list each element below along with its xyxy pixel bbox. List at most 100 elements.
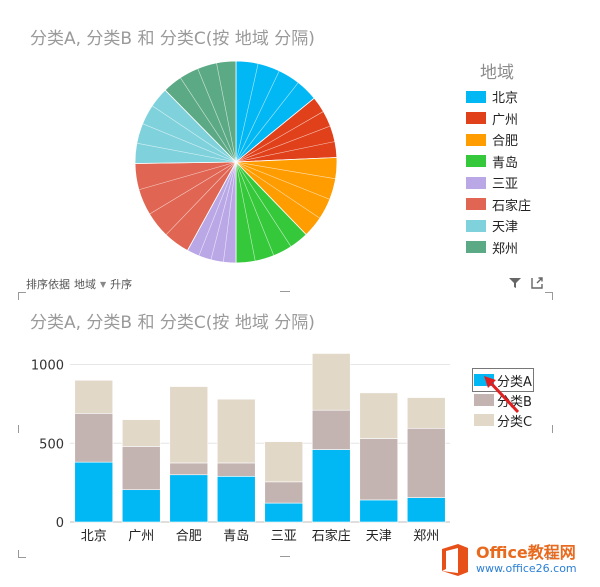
pie-legend-item-郑州[interactable]: 郑州 xyxy=(466,237,531,259)
x-tick-label: 石家庄 xyxy=(312,528,351,544)
legend-swatch xyxy=(466,198,486,211)
pie-subslice-line xyxy=(198,161,237,257)
focus-mode-icon[interactable] xyxy=(530,276,544,290)
pie-legend-item-三亚[interactable]: 三亚 xyxy=(466,172,531,194)
legend-swatch xyxy=(474,414,494,426)
frame-handle-top xyxy=(280,291,290,292)
bar-北京-分类C[interactable] xyxy=(74,379,114,414)
pie-legend-item-石家庄[interactable]: 石家庄 xyxy=(466,194,531,216)
bar-三亚-分类B[interactable] xyxy=(264,481,304,504)
pie-legend: 北京广州合肥青岛 三亚石家庄天津郑州 xyxy=(466,86,531,258)
legend-swatch xyxy=(466,176,486,189)
x-tick-label: 三亚 xyxy=(271,529,297,544)
pie-subslice-line xyxy=(235,161,336,180)
bar-郑州-分类C[interactable] xyxy=(406,397,446,429)
bar-合肥-分类B[interactable] xyxy=(169,462,209,476)
y-tick-label: 500 xyxy=(39,437,64,452)
bar-legend: 分类A 分类B 分类C xyxy=(471,368,535,430)
legend-label: 分类A xyxy=(497,374,532,390)
legend-swatch xyxy=(466,112,486,125)
pie-subslice-line xyxy=(136,142,237,163)
bar-北京-分类B[interactable] xyxy=(74,413,114,463)
pie-legend-item-北京[interactable]: 北京 xyxy=(466,86,531,108)
bar-广州-分类C[interactable] xyxy=(121,419,161,447)
sort-field[interactable]: 地域 xyxy=(74,278,96,291)
legend-label: 分类C xyxy=(497,414,533,430)
legend-label: 合肥 xyxy=(492,134,519,150)
bar-青岛-分类C[interactable] xyxy=(216,398,256,464)
pie-chart-title: 分类A, 分类B 和 分类C(按 地域 分隔) xyxy=(30,29,315,49)
legend-label: 郑州 xyxy=(492,241,519,257)
frame-corner-br xyxy=(545,550,553,558)
pie-legend-item-合肥[interactable]: 合肥 xyxy=(466,129,531,151)
legend-label: 北京 xyxy=(492,91,519,107)
frame-handle-left xyxy=(18,425,19,433)
bar-广州-分类A[interactable] xyxy=(121,489,161,523)
y-tick-label: 0 xyxy=(56,516,64,531)
bar-石家庄-分类B[interactable] xyxy=(311,409,351,450)
pie-legend-item-天津[interactable]: 天津 xyxy=(466,215,531,237)
bar-郑州-分类B[interactable] xyxy=(406,427,446,498)
bar-天津-分类A[interactable] xyxy=(359,499,399,523)
bar-郑州-分类A[interactable] xyxy=(406,497,446,523)
pie-subslice-line xyxy=(235,70,280,163)
legend-swatch xyxy=(466,219,486,232)
bar-石家庄-分类A[interactable] xyxy=(311,449,351,523)
bar-广州-分类B[interactable] xyxy=(121,446,161,491)
pie-subslice-line xyxy=(197,68,237,163)
legend-label: 天津 xyxy=(492,220,519,236)
pie-chart[interactable] xyxy=(0,0,600,290)
bar-石家庄-分类C[interactable] xyxy=(311,353,351,411)
filter-icon[interactable] xyxy=(508,276,522,290)
pie-subslice-line xyxy=(149,161,237,215)
pie-subslice-line xyxy=(235,63,259,163)
x-tick-label: 合肥 xyxy=(176,529,202,544)
frame-corner-tr xyxy=(545,292,553,300)
bar-合肥-分类A[interactable] xyxy=(169,474,209,523)
bar-三亚-分类A[interactable] xyxy=(264,502,304,523)
pie-legend-item-广州[interactable]: 广州 xyxy=(466,108,531,130)
frame-corner-tl xyxy=(18,292,26,300)
pie-subslice-line xyxy=(138,161,237,191)
sort-bar[interactable]: 排序依据 地域 ▼ 升序 xyxy=(26,276,132,292)
bar-合肥-分类C[interactable] xyxy=(169,386,209,464)
pie-subslice-line xyxy=(210,161,237,260)
sort-order[interactable]: 升序 xyxy=(110,278,133,291)
pie-subslice-line xyxy=(235,161,256,262)
legend-label: 青岛 xyxy=(492,155,519,171)
pie-legend-item-青岛[interactable]: 青岛 xyxy=(466,151,531,173)
bar-北京-分类A[interactable] xyxy=(74,461,114,523)
pie-subslice-line xyxy=(235,125,331,163)
bar-legend-item-分类C[interactable]: 分类C xyxy=(474,410,532,430)
watermark: Office教程网 www.office26.com xyxy=(440,538,598,582)
pointer-arrow-icon xyxy=(484,376,520,414)
bar-青岛-分类A[interactable] xyxy=(216,476,256,523)
pie-subslice-line xyxy=(223,161,237,263)
bar-天津-分类B[interactable] xyxy=(359,438,399,501)
chevron-down-icon[interactable]: ▼ xyxy=(100,279,107,289)
pie-subslice-line xyxy=(151,105,237,163)
pie-subslice-line xyxy=(235,161,292,247)
legend-swatch xyxy=(466,155,486,168)
pie-subslice-line xyxy=(235,111,324,163)
legend-label: 广州 xyxy=(492,112,519,128)
chart-toolbar xyxy=(508,276,544,290)
x-tick-label: 郑州 xyxy=(413,529,439,544)
bar-chart-title: 分类A, 分类B 和 分类C(按 地域 分隔) xyxy=(30,313,315,333)
bar-天津-分类C[interactable] xyxy=(359,392,399,439)
pie-subslice-line xyxy=(235,141,335,163)
pie-subslice-line xyxy=(142,123,237,163)
bar-青岛-分类B[interactable] xyxy=(216,462,256,477)
y-tick-label: 1000 xyxy=(31,359,64,374)
legend-swatch xyxy=(466,241,486,254)
x-tick-label: 北京 xyxy=(81,529,107,544)
office-logo-icon xyxy=(442,544,468,576)
x-tick-label: 天津 xyxy=(366,529,392,544)
pie-subslice-line xyxy=(235,161,321,219)
frame-corner-bl xyxy=(18,550,26,558)
pie-subslice-line xyxy=(165,161,237,236)
legend-label: 石家庄 xyxy=(492,198,532,214)
legend-swatch xyxy=(466,90,486,103)
bar-三亚-分类C[interactable] xyxy=(264,441,304,483)
pie-subslice-line xyxy=(235,161,330,200)
